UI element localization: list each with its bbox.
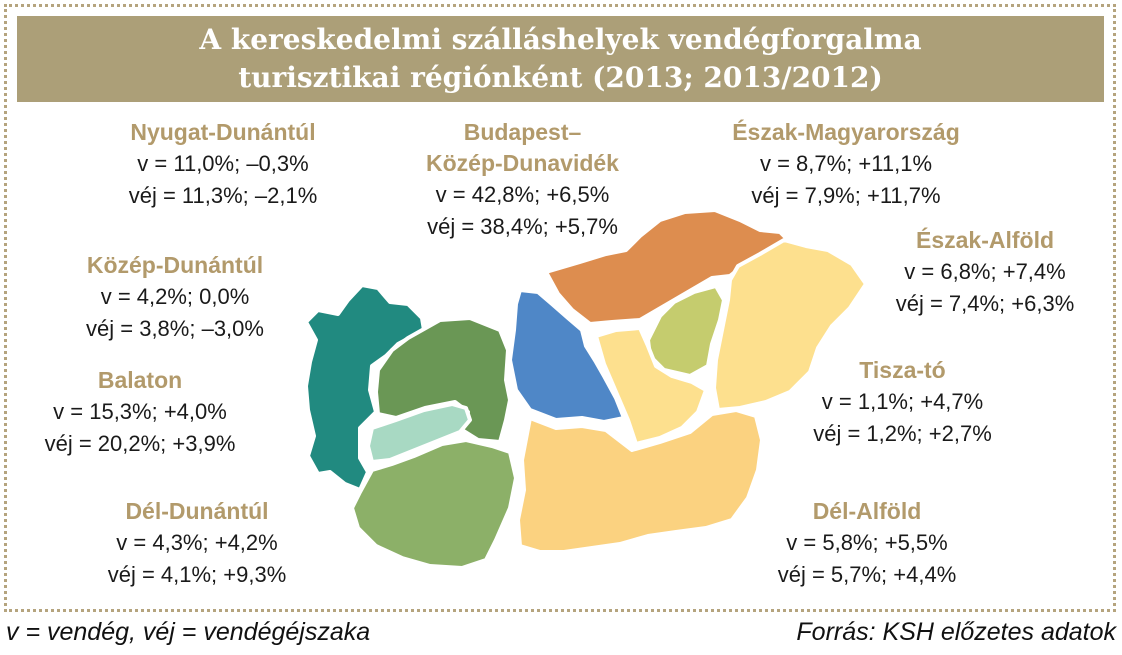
region-name: Nyugat-Dunántúl — [130, 119, 316, 145]
source-note: Forrás: KSH előzetes adatok — [796, 618, 1116, 646]
title-line-1: A kereskedelmi szálláshelyek vendégforga… — [199, 23, 922, 56]
region-name: Balaton — [97, 367, 183, 393]
title-line-2: turisztikai régiónként (2013; 2013/2012) — [238, 61, 883, 94]
stat-guests: v = 4,3%; +4,2% — [116, 530, 278, 555]
stat-guest-nights: véj = 5,7%; +4,4% — [777, 562, 957, 587]
stat-guest-nights: véj = 4,1%; +9,3% — [107, 562, 287, 587]
stat-guests: v = 4,2%; 0,0% — [100, 284, 250, 309]
label-eszak-magyarorszag: Észak-Magyarország v = 8,7%; +11,1% véj … — [716, 117, 976, 212]
stat-guest-nights: véj = 20,2%; +3,9% — [44, 431, 236, 456]
stat-guest-nights: véj = 11,3%; –2,1% — [128, 183, 318, 208]
stat-guests: v = 42,8%; +6,5% — [435, 182, 610, 207]
region-name: Dél-Alföld — [812, 498, 922, 524]
stat-guest-nights: véj = 3,8%; –3,0% — [86, 316, 264, 341]
region-name: Észak-Alföld — [915, 227, 1055, 253]
stat-guests: v = 5,8%; +5,5% — [786, 530, 948, 555]
region-shape-budapest — [508, 288, 626, 424]
label-nyugat-dunantul: Nyugat-Dunántúl v = 11,0%; –0,3% véj = 1… — [108, 117, 338, 212]
region-name-line-1: Budapest– — [463, 119, 582, 145]
stat-guest-nights: véj = 1,2%; +2,7% — [813, 421, 992, 446]
label-balaton: Balaton v = 15,3%; +4,0% véj = 20,2%; +3… — [25, 365, 255, 460]
stat-guests: v = 11,0%; –0,3% — [137, 151, 309, 176]
label-del-alfold: Dél-Alföld v = 5,8%; +5,5% véj = 5,7%; +… — [752, 496, 982, 591]
stat-guests: v = 1,1%; +4,7% — [821, 389, 984, 414]
stat-guests: v = 6,8%; +7,4% — [904, 259, 1066, 284]
stat-guest-nights: véj = 38,4%; +5,7% — [427, 214, 618, 239]
label-kozep-dunantul: Közép-Dunántúl v = 4,2%; 0,0% véj = 3,8%… — [60, 250, 290, 345]
region-shape-eszak-alfold — [712, 238, 868, 412]
dotted-frame — [4, 4, 1116, 612]
label-tisza-to: Tisza-tó v = 1,1%; +4,7% véj = 1,2%; +2,… — [790, 355, 1015, 450]
region-shape-central-plain — [594, 326, 708, 446]
region-shape-del-dunantul — [350, 438, 518, 570]
title-banner: A kereskedelmi szálláshelyek vendégforga… — [17, 16, 1104, 102]
label-budapest: Budapest– Közép-Dunavidék v = 42,8%; +6,… — [400, 117, 645, 243]
region-shape-del-alfold — [516, 408, 764, 554]
region-name: Dél-Dunántúl — [125, 498, 269, 524]
region-name: Közép-Dunántúl — [86, 252, 264, 278]
region-name: Tisza-tó — [859, 357, 946, 383]
region-shape-tisza-to — [646, 284, 726, 378]
stat-guest-nights: véj = 7,9%; +11,7% — [751, 183, 941, 208]
region-name: Észak-Magyarország — [732, 119, 960, 145]
label-eszak-alfold: Észak-Alföld v = 6,8%; +7,4% véj = 7,4%;… — [870, 225, 1100, 320]
legend-note: v = vendég, véj = vendégéjszaka — [6, 618, 371, 646]
stat-guests: v = 8,7%; +11,1% — [759, 151, 933, 176]
region-shape-balaton — [366, 402, 472, 464]
label-del-dunantul: Dél-Dunántúl v = 4,3%; +4,2% véj = 4,1%;… — [82, 496, 312, 591]
stat-guest-nights: véj = 7,4%; +6,3% — [895, 291, 1075, 316]
region-name-line-2: Közép-Dunavidék — [426, 150, 619, 176]
stat-guests: v = 15,3%; +4,0% — [53, 399, 227, 424]
